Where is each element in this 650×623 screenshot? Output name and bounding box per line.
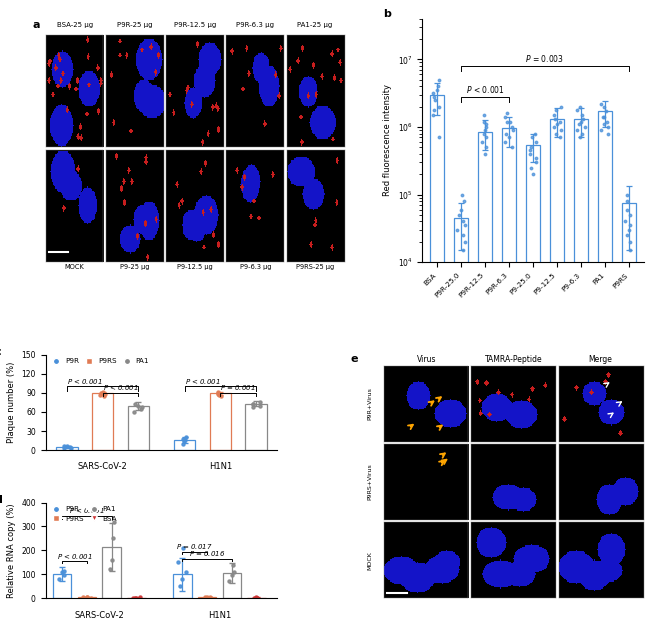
Bar xyxy=(430,95,443,623)
X-axis label: P9RS-25 μg: P9RS-25 μg xyxy=(296,264,335,270)
Bar xyxy=(454,218,467,623)
Text: c: c xyxy=(0,347,1,357)
Legend: P9R, P9RS, PA1: P9R, P9RS, PA1 xyxy=(49,358,149,364)
Text: H1N1: H1N1 xyxy=(209,462,232,470)
Text: BSA-25 μg: BSA-25 μg xyxy=(57,22,94,29)
Bar xyxy=(222,573,241,598)
Bar xyxy=(551,119,564,623)
Text: $P$ < 0.001: $P$ < 0.001 xyxy=(465,84,504,95)
Y-axis label: Plaque number (%): Plaque number (%) xyxy=(6,362,16,443)
Text: b: b xyxy=(383,9,391,19)
Bar xyxy=(77,597,96,598)
Text: SARS-CoV-2: SARS-CoV-2 xyxy=(78,462,127,470)
Text: $P$ < 0.001: $P$ < 0.001 xyxy=(67,377,103,386)
Text: $P$ < 0.001: $P$ < 0.001 xyxy=(103,383,138,392)
Text: P9R+Virus: P9R+Virus xyxy=(368,388,373,421)
Text: a: a xyxy=(32,21,40,31)
Text: $P$ = 0.003: $P$ = 0.003 xyxy=(525,54,565,65)
Bar xyxy=(198,597,216,598)
Text: Merge: Merge xyxy=(588,354,612,364)
Text: P9R-12.5 μg: P9R-12.5 μg xyxy=(174,22,216,29)
Y-axis label: Red fluorescence intensity: Red fluorescence intensity xyxy=(384,84,393,196)
Text: e: e xyxy=(350,354,358,364)
Bar xyxy=(526,145,539,623)
Bar xyxy=(210,394,231,450)
Text: SARS-CoV-2: SARS-CoV-2 xyxy=(75,611,124,621)
Bar xyxy=(92,394,113,450)
Text: $P$ < 0.001: $P$ < 0.001 xyxy=(185,377,220,386)
Text: $P$ = 0.016: $P$ = 0.016 xyxy=(189,549,225,558)
Bar xyxy=(174,440,196,450)
Text: $P$ = 0.017: $P$ = 0.017 xyxy=(176,542,213,551)
Text: TAMRA-Peptide: TAMRA-Peptide xyxy=(485,354,542,364)
Bar xyxy=(623,203,636,623)
Bar xyxy=(245,404,266,450)
Text: P9RS+Virus: P9RS+Virus xyxy=(368,464,373,500)
Bar xyxy=(575,119,588,623)
X-axis label: P9-12.5 μg: P9-12.5 μg xyxy=(177,264,213,270)
Text: Virus: Virus xyxy=(417,354,437,364)
Text: d: d xyxy=(0,495,3,505)
Text: PA1-25 μg: PA1-25 μg xyxy=(297,22,332,29)
X-axis label: P9-25 μg: P9-25 μg xyxy=(120,264,150,270)
Text: P9R-6.3 μg: P9R-6.3 μg xyxy=(236,22,274,29)
Text: $P$ < 0.001: $P$ < 0.001 xyxy=(57,551,92,561)
Bar xyxy=(127,406,149,450)
Text: H1N1: H1N1 xyxy=(208,611,231,621)
Y-axis label: Relative RNA copy (%): Relative RNA copy (%) xyxy=(6,503,16,597)
X-axis label: MOCK: MOCK xyxy=(64,264,84,270)
Text: P9R-25 μg: P9R-25 μg xyxy=(118,22,153,29)
Bar xyxy=(599,112,612,623)
Text: MOCK: MOCK xyxy=(368,551,373,569)
Text: $P$ < 0.001: $P$ < 0.001 xyxy=(69,506,105,515)
Text: $P$ = 0.001: $P$ = 0.001 xyxy=(220,383,256,392)
Bar xyxy=(103,547,121,598)
Bar xyxy=(53,574,72,598)
X-axis label: P9-6.3 μg: P9-6.3 μg xyxy=(239,264,271,270)
Bar xyxy=(478,131,491,623)
Bar xyxy=(56,447,77,450)
Legend: P9R, P9RS, PA1, BSA: P9R, P9RS, PA1, BSA xyxy=(49,506,117,522)
Bar xyxy=(502,128,515,623)
Bar xyxy=(173,574,192,598)
